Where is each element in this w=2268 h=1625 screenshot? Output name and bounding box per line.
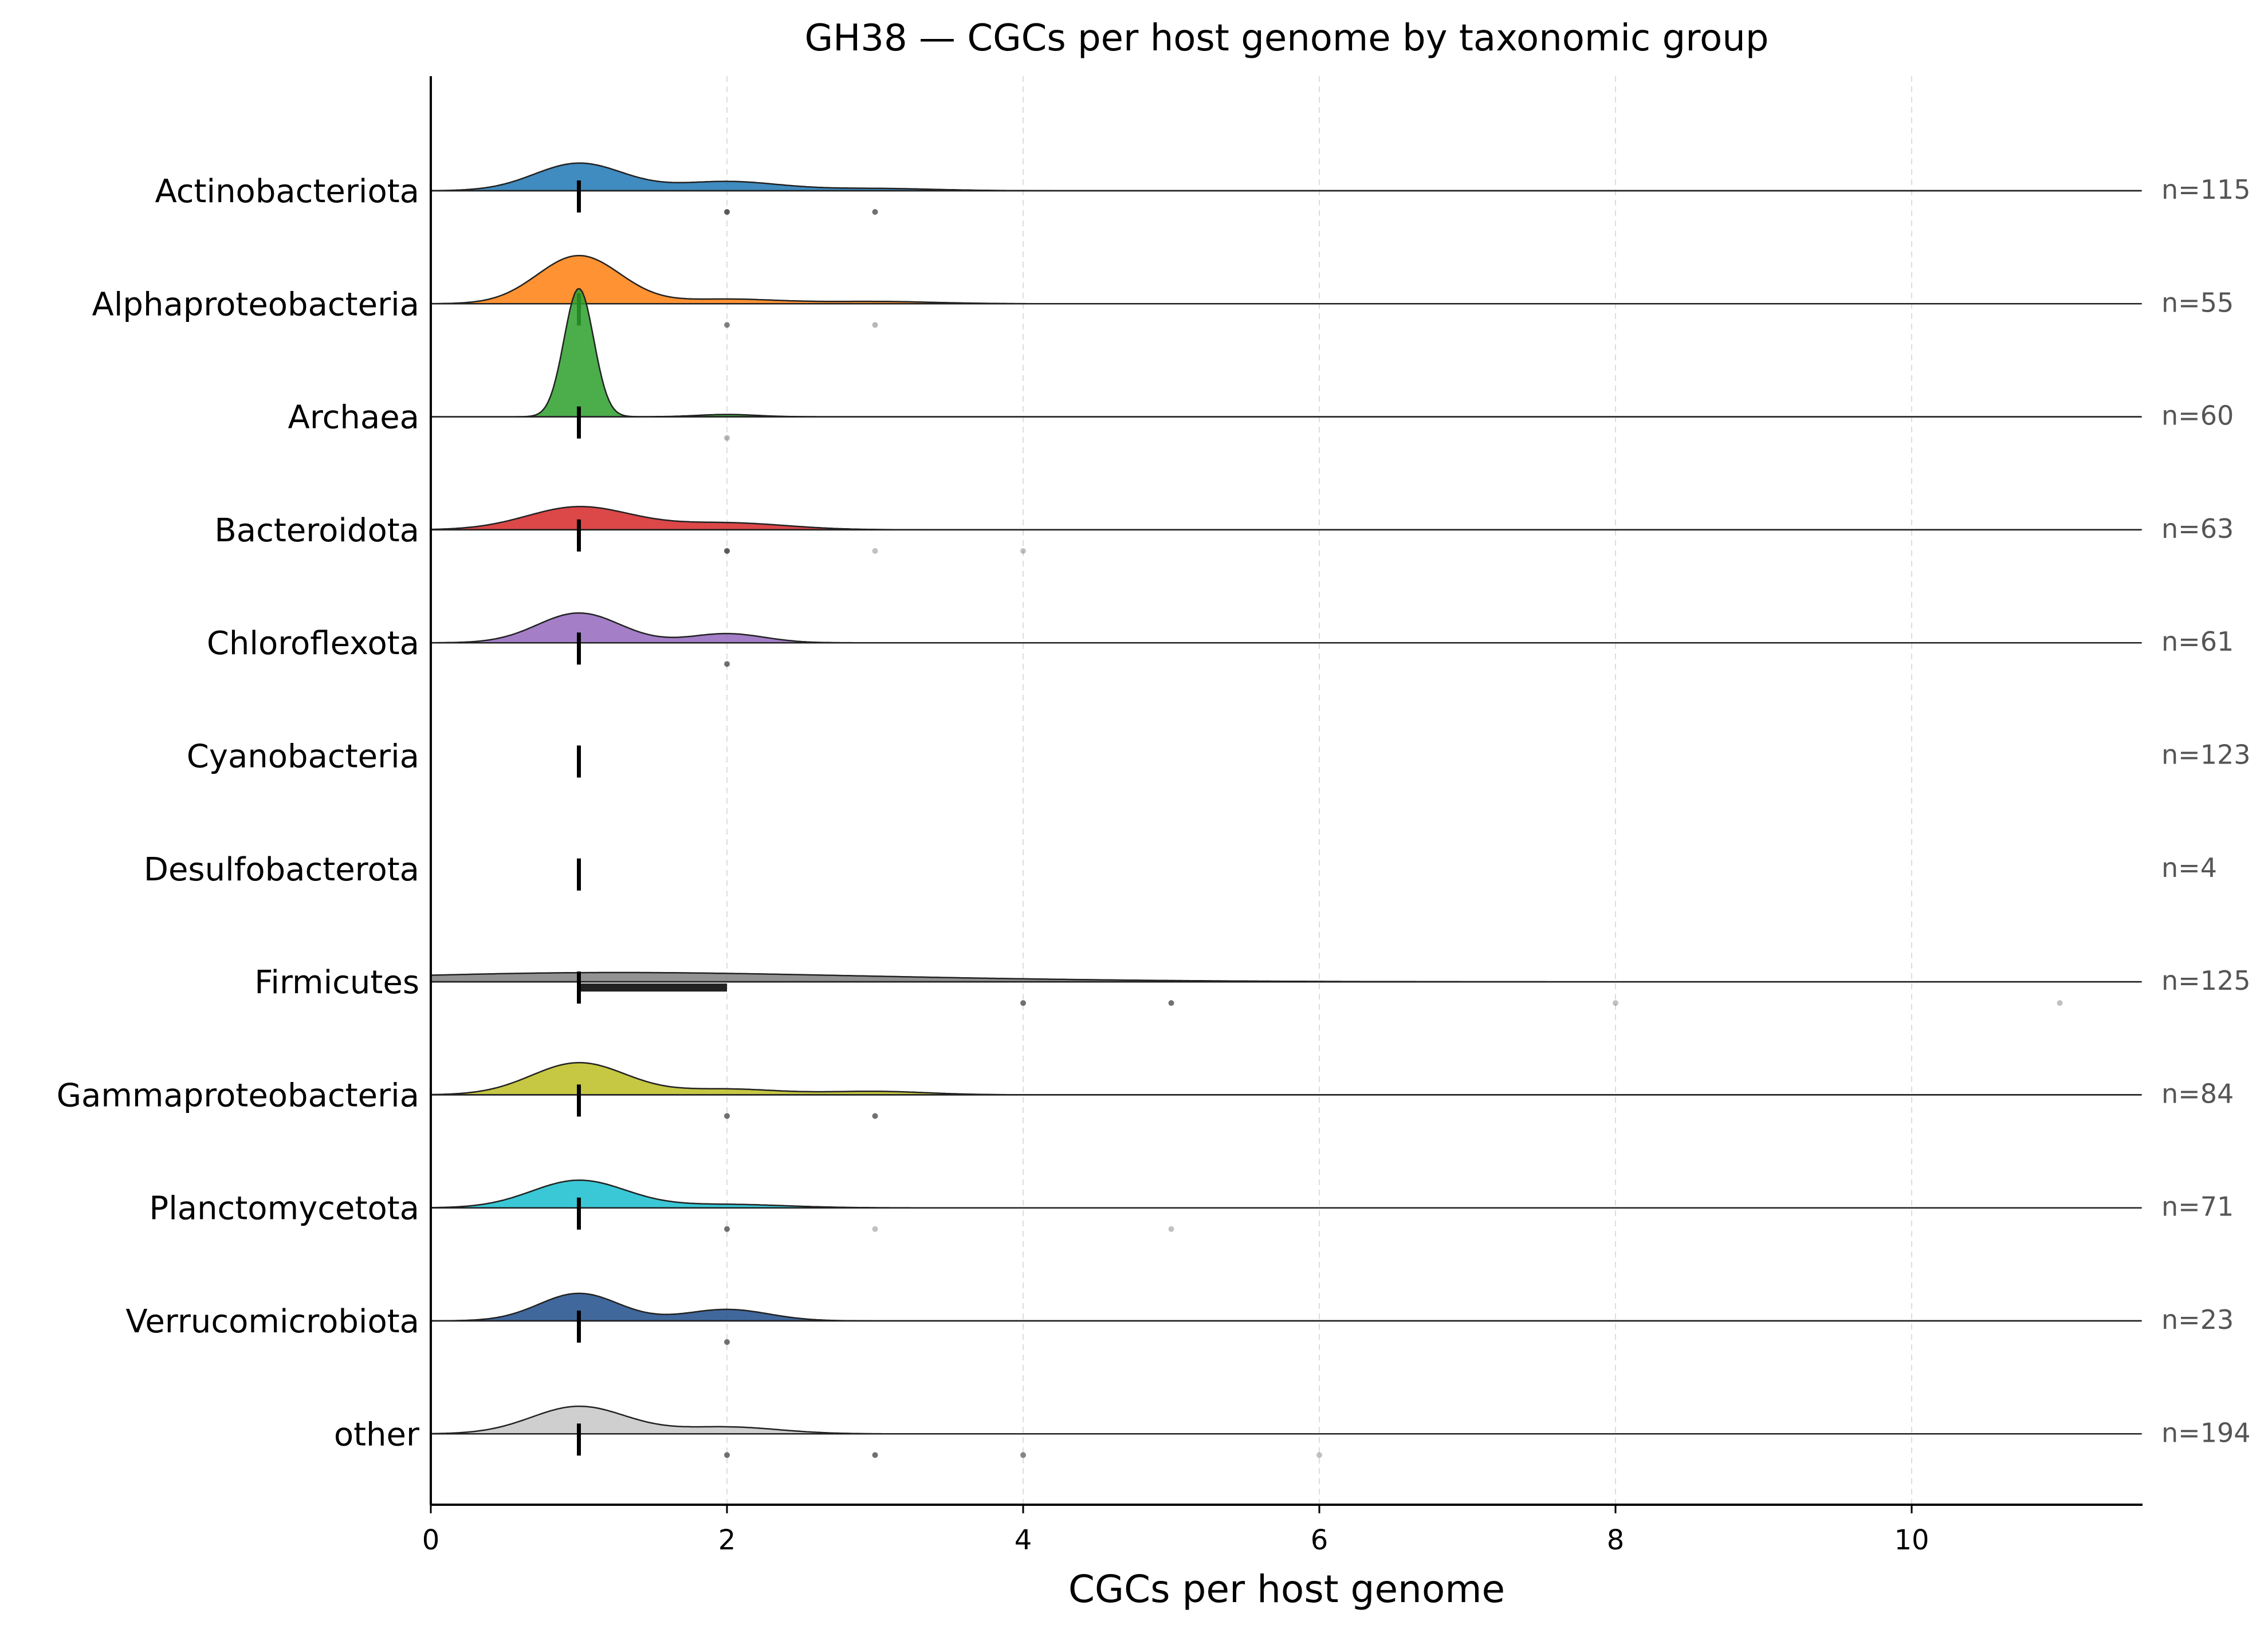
- x-tick-label: 4: [1015, 1524, 1032, 1556]
- outlier-point: [872, 209, 878, 215]
- count-label: n=125: [2161, 965, 2251, 996]
- outlier-point: [1020, 1452, 1026, 1458]
- grid-layer: [726, 76, 1912, 1505]
- outlier-point: [1168, 1000, 1174, 1006]
- ridge-layer: Actinobacteriota n=115 Alphaproteobacteria…: [57, 162, 2251, 1458]
- count-label: n=123: [2161, 739, 2251, 770]
- chart-title: GH38 — CGCs per host genome by taxonomic…: [805, 17, 1769, 60]
- outlier-point: [1020, 1000, 1026, 1006]
- category-label: Actinobacteriota: [155, 173, 419, 210]
- category-label: Cyanobacteria: [187, 738, 419, 776]
- outlier-point: [1168, 1226, 1174, 1232]
- count-label: n=55: [2161, 287, 2234, 318]
- count-label: n=63: [2161, 513, 2234, 544]
- outlier-point: [872, 1452, 878, 1458]
- count-label: n=4: [2161, 852, 2217, 883]
- count-label: n=23: [2161, 1304, 2234, 1335]
- outlier-point: [724, 661, 730, 667]
- category-label: Archaea: [288, 399, 419, 436]
- count-label: n=61: [2161, 626, 2234, 657]
- count-label: n=115: [2161, 174, 2251, 205]
- category-label: Desulfobacterota: [144, 851, 419, 888]
- outlier-point: [724, 1452, 730, 1458]
- outlier-point: [2057, 1000, 2063, 1006]
- category-label: Verrucomicrobiota: [125, 1303, 419, 1340]
- outlier-point: [724, 1339, 730, 1345]
- outlier-point: [872, 548, 878, 554]
- count-label: n=84: [2161, 1078, 2234, 1109]
- category-label: Planctomycetota: [149, 1190, 419, 1227]
- count-label: n=194: [2161, 1417, 2251, 1448]
- outlier-point: [724, 1226, 730, 1232]
- outlier-point: [724, 209, 730, 215]
- x-axis-label: CGCs per host genome: [1068, 1567, 1505, 1611]
- outlier-point: [724, 1113, 730, 1119]
- category-label: Alphaproteobacteria: [92, 286, 419, 323]
- x-tick-label: 10: [1894, 1524, 1929, 1556]
- iqr-bar: [579, 983, 727, 992]
- outlier-point: [872, 322, 878, 328]
- outlier-point: [872, 1113, 878, 1119]
- outlier-point: [872, 1226, 878, 1232]
- x-tick-label: 6: [1311, 1524, 1328, 1556]
- category-label: other: [334, 1416, 420, 1453]
- outlier-point: [1020, 548, 1026, 554]
- count-label: n=60: [2161, 400, 2234, 431]
- outlier-point: [1613, 1000, 1618, 1006]
- outlier-point: [724, 322, 730, 328]
- category-label: Gammaproteobacteria: [57, 1077, 419, 1114]
- category-label: Firmicutes: [254, 964, 419, 1001]
- x-tick-label: 0: [422, 1524, 440, 1556]
- x-tick-label: 8: [1607, 1524, 1625, 1556]
- x-tick-label: 2: [718, 1524, 736, 1556]
- x-tick-layer: 0 2 4 6 8 10: [422, 1505, 1929, 1556]
- category-label: Chloroflexota: [207, 625, 419, 662]
- outlier-point: [724, 548, 730, 554]
- outlier-point: [724, 435, 730, 441]
- count-label: n=71: [2161, 1191, 2234, 1222]
- category-label: Bacteroidota: [214, 512, 419, 549]
- axes-layer: [430, 76, 2143, 1506]
- outlier-point: [1316, 1452, 1322, 1458]
